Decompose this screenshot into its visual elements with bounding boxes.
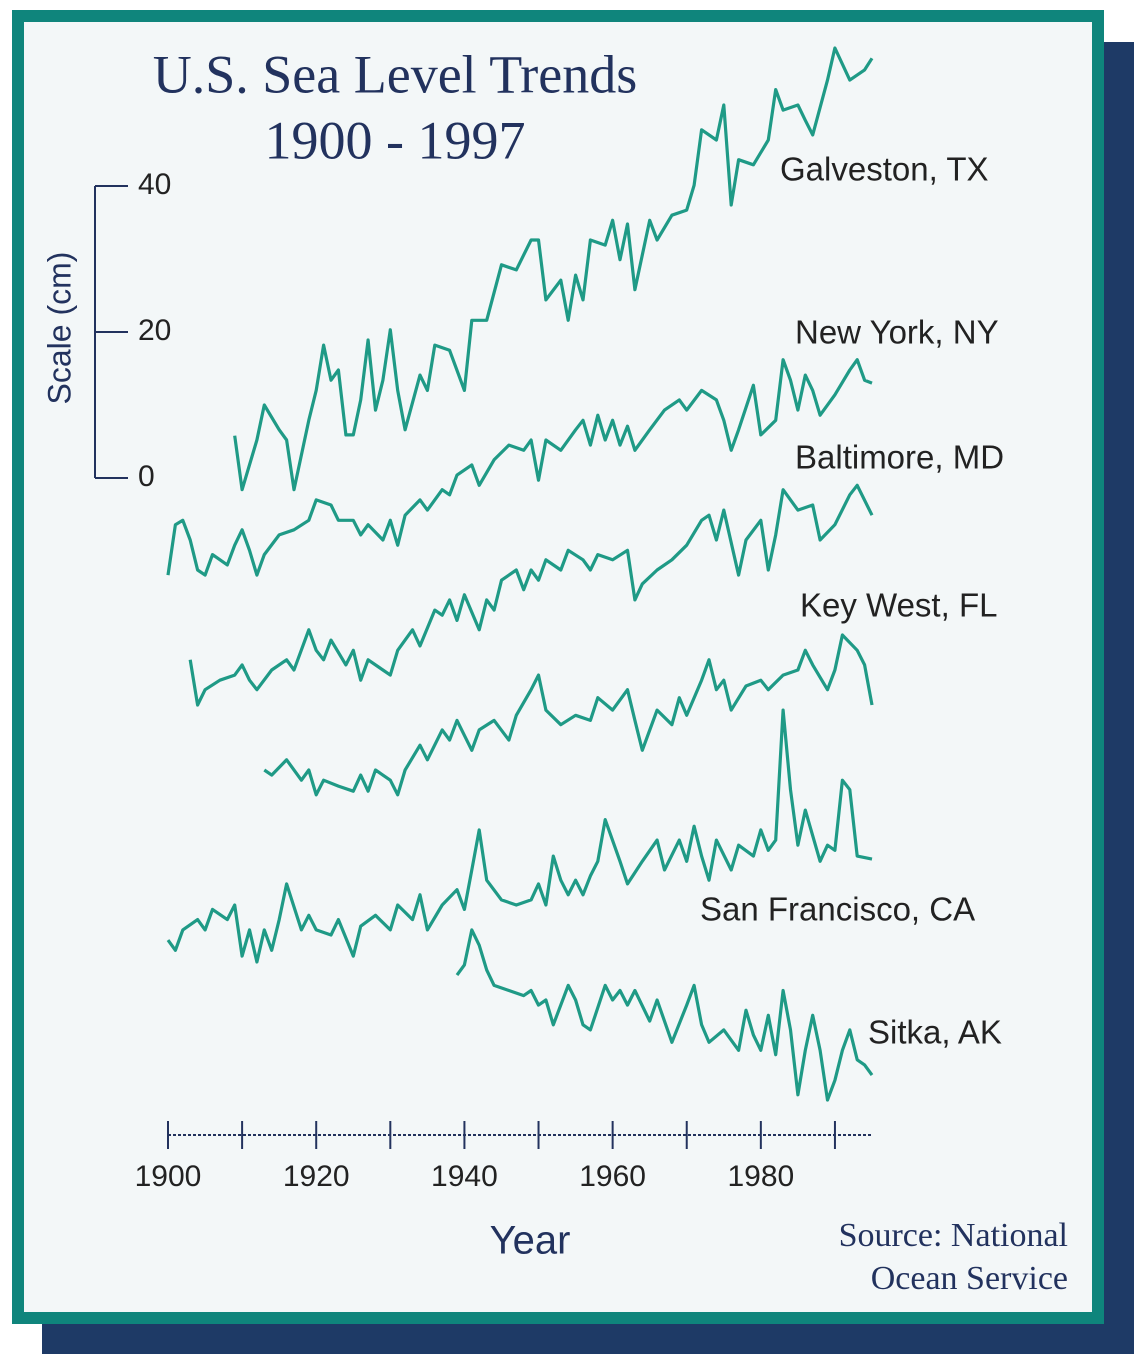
y-tick-label: 20	[138, 314, 171, 347]
series-label: Key West, FL	[800, 587, 997, 624]
series-line	[455, 928, 874, 1102]
series-line	[188, 483, 874, 707]
x-tick-label: 1940	[431, 1160, 498, 1193]
y-axis-label: Scale (cm)	[41, 252, 77, 405]
y-tick-label: 0	[138, 460, 155, 493]
x-tick-label: 1920	[283, 1160, 350, 1193]
x-tick-label: 1900	[135, 1160, 202, 1193]
series-label: Baltimore, MD	[795, 439, 1004, 476]
series-label: Galveston, TX	[780, 151, 989, 188]
series-label: San Francisco, CA	[700, 891, 975, 928]
series-line	[233, 46, 874, 492]
source-line: Ocean Service	[871, 1260, 1068, 1297]
x-axis-label: Year	[490, 1219, 571, 1263]
x-tick-label: 1960	[579, 1160, 646, 1193]
series-line	[263, 633, 874, 797]
chart-title: U.S. Sea Level Trends	[153, 44, 638, 104]
source-line: Source: National	[839, 1217, 1068, 1254]
series-line	[166, 358, 873, 577]
x-tick-label: 1980	[727, 1160, 794, 1193]
frame	[12, 10, 1104, 1324]
series-line	[166, 708, 873, 964]
chart-subtitle: 1900 - 1997	[265, 110, 526, 170]
series-label: New York, NY	[795, 314, 999, 351]
series-label: Sitka, AK	[868, 1014, 1002, 1051]
y-tick-label: 40	[138, 168, 171, 201]
